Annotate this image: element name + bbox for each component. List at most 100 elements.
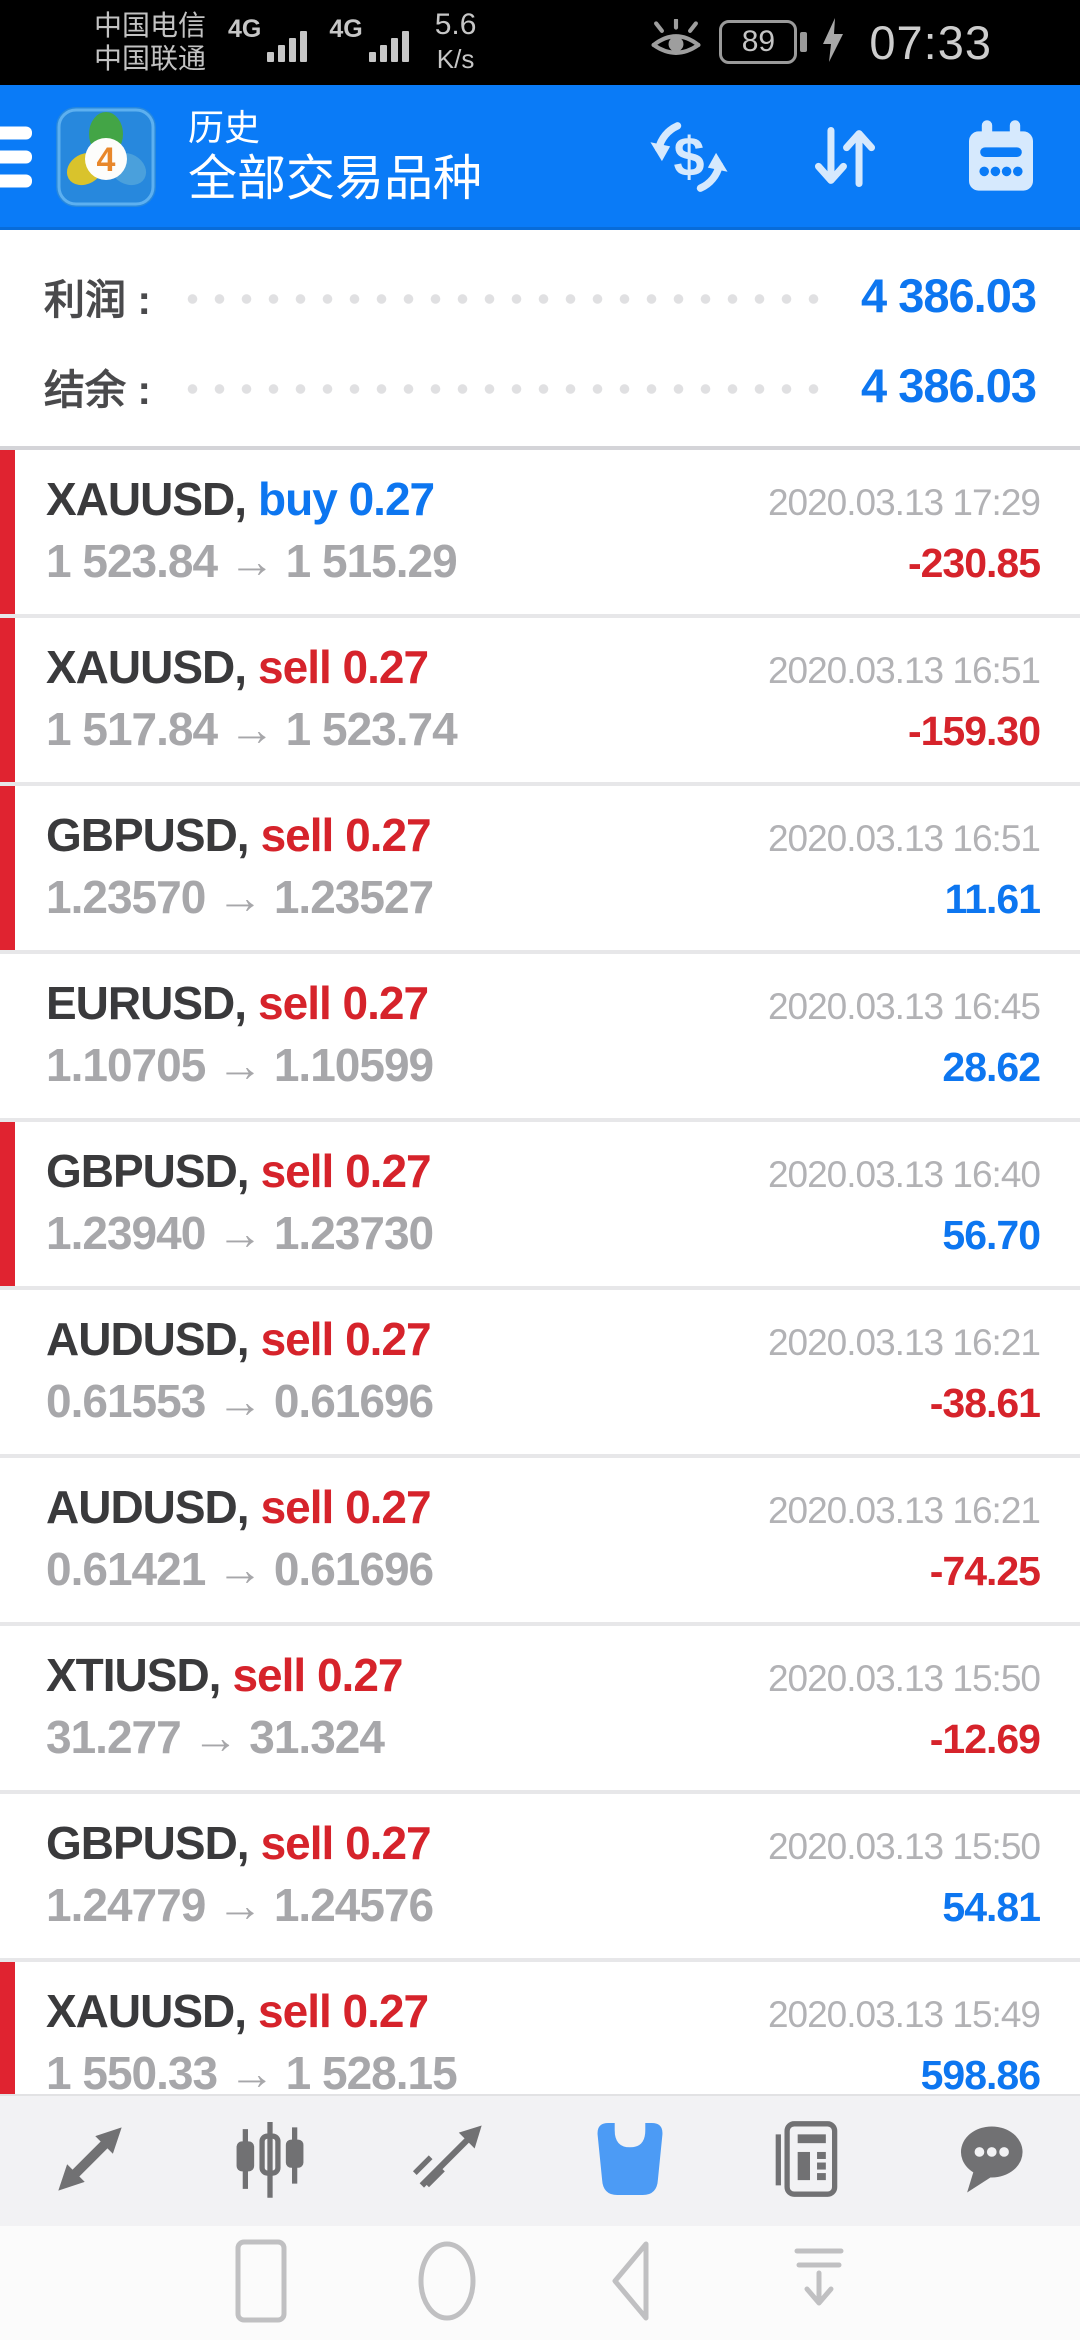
- battery-icon: 89: [719, 20, 798, 65]
- speed-unit: K/s: [436, 44, 475, 75]
- back-button[interactable]: [601, 2235, 665, 2332]
- trade-prices: 0.61553 → 0.61696: [46, 1374, 434, 1427]
- trade-time: 2020.03.13 15:50: [767, 1825, 1041, 1867]
- carrier-names: 中国电信 中国联通: [94, 9, 206, 75]
- trade-symbol: XAUUSD,: [46, 472, 247, 525]
- tab-messages[interactable]: [900, 2096, 1080, 2226]
- circle-icon: [415, 2235, 479, 2332]
- battery-indicator: 89: [719, 20, 808, 65]
- trade-row[interactable]: GBPUSD, sell 0.27 2020.03.13 15:50 1.2477…: [0, 1793, 1080, 1962]
- trade-prices: 31.277 → 31.324: [46, 1710, 385, 1763]
- news-icon: [766, 2115, 854, 2208]
- trade-prices: 1.23940 → 1.23730: [46, 1206, 434, 1259]
- trade-side: sell 0.27: [260, 1312, 432, 1365]
- sim1-network-label: 4G: [228, 14, 262, 43]
- trade-title: GBPUSD, sell 0.27: [46, 1816, 432, 1870]
- trade-title: XAUUSD, sell 0.27: [46, 640, 429, 694]
- trade-row[interactable]: AUDUSD, sell 0.27 2020.03.13 16:21 0.6142…: [0, 1457, 1080, 1626]
- currency-exchange-icon[interactable]: $: [648, 116, 730, 198]
- trade-row[interactable]: AUDUSD, sell 0.27 2020.03.13 16:21 0.6155…: [0, 1289, 1080, 1458]
- trade-side: sell 0.27: [260, 1144, 432, 1197]
- profit-row: 利润 : 4 386.03: [44, 266, 1037, 326]
- tab-trade[interactable]: [360, 2096, 540, 2226]
- trade-prices: 1.10705 → 1.10599: [46, 1038, 434, 1091]
- trade-prices: 1.24779 → 1.24576: [46, 1878, 434, 1931]
- status-clock: 07:33: [869, 15, 992, 69]
- trade-time: 2020.03.13 15:49: [767, 1993, 1041, 2035]
- trade-list[interactable]: XAUUSD, buy 0.27 2020.03.13 17:29 1 523.8…: [0, 449, 1080, 2095]
- trade-profit: 28.62: [942, 1043, 1041, 1090]
- trade-symbol: GBPUSD,: [46, 1144, 250, 1197]
- trade-title: AUDUSD, sell 0.27: [46, 1480, 432, 1534]
- tab-quotes[interactable]: [0, 2096, 180, 2226]
- tab-news[interactable]: [720, 2096, 900, 2226]
- trade-row[interactable]: XAUUSD, buy 0.27 2020.03.13 17:29 1 523.8…: [0, 449, 1080, 618]
- trade-row[interactable]: EURUSD, sell 0.27 2020.03.13 16:45 1.1070…: [0, 953, 1080, 1122]
- signal-bars-icon: [267, 30, 308, 70]
- summary-divider: [0, 445, 1080, 450]
- trade-time: 2020.03.13 16:51: [767, 817, 1041, 859]
- trade-prices: 1 550.33 → 1 528.15: [46, 2046, 458, 2095]
- trade-prices: 0.61421 → 0.61696: [46, 1542, 434, 1595]
- trade-row[interactable]: XTIUSD, sell 0.27 2020.03.13 15:50 31.277…: [0, 1625, 1080, 1794]
- trade-profit: -74.25: [929, 1547, 1041, 1594]
- recents-button[interactable]: [229, 2235, 293, 2332]
- calendar-icon[interactable]: [960, 116, 1042, 198]
- trade-prices: 1 523.84 → 1 515.29: [46, 534, 458, 587]
- trade-profit: 11.61: [944, 875, 1041, 922]
- trend-line-icon: [406, 2115, 494, 2208]
- sim2-network-label: 4G: [329, 14, 363, 43]
- trade-title: GBPUSD, sell 0.27: [46, 1144, 432, 1198]
- trade-title: GBPUSD, sell 0.27: [46, 808, 432, 862]
- trade-side: buy 0.27: [258, 472, 435, 525]
- trade-time: 2020.03.13 16:45: [767, 985, 1041, 1027]
- trade-prices: 1 517.84 → 1 523.74: [46, 702, 458, 755]
- trade-symbol: XAUUSD,: [46, 1984, 247, 2037]
- trade-time: 2020.03.13 16:21: [767, 1321, 1041, 1363]
- network-speed: 5.6 K/s: [435, 8, 477, 76]
- trade-row[interactable]: XAUUSD, sell 0.27 2020.03.13 15:49 1 550.…: [0, 1961, 1080, 2095]
- trade-symbol: GBPUSD,: [46, 1816, 250, 1869]
- hide-navbar-button[interactable]: [787, 2235, 851, 2332]
- trade-row[interactable]: GBPUSD, sell 0.27 2020.03.13 16:40 1.2394…: [0, 1121, 1080, 1290]
- sim1-signal: 4G: [228, 14, 308, 70]
- back-triangle-icon: [601, 2235, 665, 2332]
- sim2-signal: 4G: [329, 14, 409, 70]
- balance-value: 4 386.03: [861, 359, 1037, 413]
- trade-row[interactable]: GBPUSD, sell 0.27 2020.03.13 16:51 1.2357…: [0, 785, 1080, 954]
- header-titles: 历史 全部交易品种: [188, 106, 482, 208]
- home-button[interactable]: [415, 2235, 479, 2332]
- mt4-app-icon: 4: [56, 107, 156, 208]
- trade-symbol: AUDUSD,: [46, 1312, 250, 1365]
- account-summary: 利润 : 4 386.03 结余 : 4 386.03: [0, 229, 1080, 446]
- trade-time: 2020.03.13 15:50: [767, 1657, 1041, 1699]
- quotes-arrows-icon: [46, 2115, 134, 2208]
- trade-time: 2020.03.13 17:29: [767, 481, 1041, 523]
- trade-symbol: XTIUSD,: [46, 1648, 221, 1701]
- sort-icon[interactable]: [804, 116, 886, 198]
- page-title: 历史: [188, 107, 261, 149]
- trade-title: AUDUSD, sell 0.27: [46, 1312, 432, 1366]
- tab-history-active[interactable]: [540, 2096, 720, 2226]
- trade-row[interactable]: XAUUSD, sell 0.27 2020.03.13 16:51 1 517.…: [0, 617, 1080, 786]
- tab-charts[interactable]: [180, 2096, 360, 2226]
- app-header: 4 历史 全部交易品种 $: [0, 84, 1080, 230]
- trade-title: XAUUSD, buy 0.27: [46, 472, 435, 526]
- trade-prices: 1.23570 → 1.23527: [46, 870, 434, 923]
- trade-profit: -12.69: [929, 1715, 1041, 1762]
- trade-symbol: EURUSD,: [46, 976, 247, 1029]
- mt4-badge-number: 4: [97, 141, 116, 179]
- menu-icon[interactable]: [0, 126, 32, 188]
- trade-profit: 598.86: [920, 2051, 1041, 2095]
- trade-title: EURUSD, sell 0.27: [46, 976, 429, 1030]
- signal-bars-icon: [368, 30, 409, 70]
- trade-title: XAUUSD, sell 0.27: [46, 1984, 429, 2038]
- status-bar: 中国电信 中国联通 4G 4G 5.6 K/s: [0, 0, 1080, 85]
- trade-side: sell 0.27: [260, 1816, 432, 1869]
- trade-title: XTIUSD, sell 0.27: [46, 1648, 404, 1702]
- balance-label: 结余 :: [44, 366, 152, 413]
- charging-bolt-icon: [821, 17, 845, 67]
- carrier-1: 中国电信: [94, 10, 207, 42]
- trade-profit: -159.30: [907, 707, 1041, 754]
- trade-side: sell 0.27: [260, 1480, 432, 1533]
